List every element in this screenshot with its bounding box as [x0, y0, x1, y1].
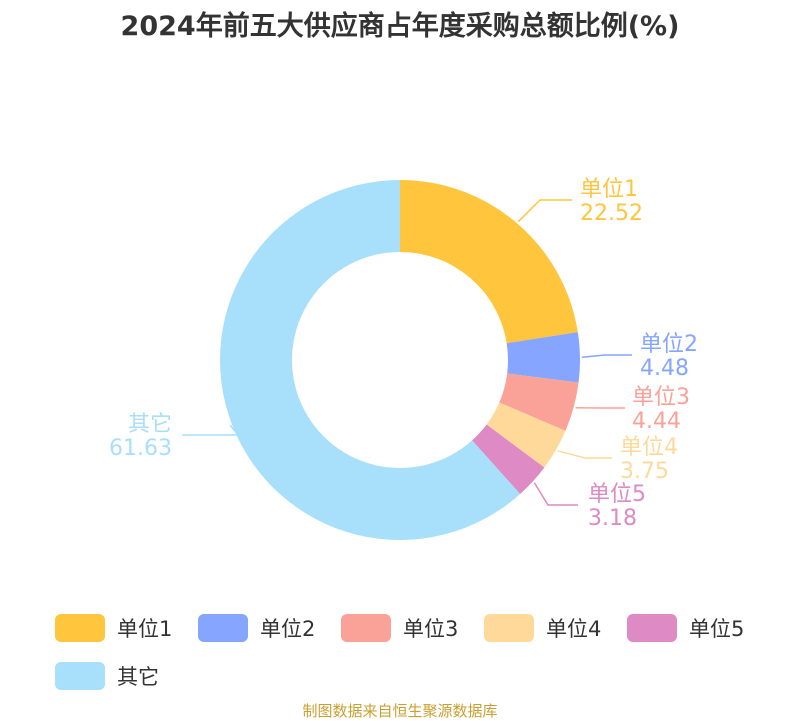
legend-label: 其它 — [117, 661, 159, 691]
source-footer: 制图数据来自恒生聚源数据库 — [0, 700, 800, 721]
slice-value-单位4: 3.75 — [620, 459, 669, 484]
legend-label: 单位5 — [689, 613, 744, 643]
slice-label-单位4: 单位4 — [620, 435, 678, 460]
slice-label-单位3: 单位3 — [632, 385, 690, 410]
slice-label-单位2: 单位2 — [640, 332, 698, 357]
legend-item-单位2[interactable]: 单位2 — [198, 610, 315, 646]
legend-label: 单位1 — [117, 613, 172, 643]
leader-line-单位1 — [518, 200, 572, 222]
legend-label: 单位3 — [403, 613, 458, 643]
slice-label-单位1: 单位1 — [580, 177, 638, 202]
legend-label: 单位4 — [546, 613, 601, 643]
legend-swatch — [55, 662, 105, 690]
slice-value-单位5: 3.18 — [588, 506, 637, 531]
slice-value-单位1: 22.52 — [580, 201, 643, 226]
legend-swatch — [55, 614, 105, 642]
legend-swatch — [627, 614, 677, 642]
legend-item-单位4[interactable]: 单位4 — [484, 610, 601, 646]
leader-line-其它 — [182, 425, 238, 435]
leader-line-单位5 — [534, 483, 578, 505]
legend-item-其它[interactable]: 其它 — [55, 658, 159, 694]
leader-line-单位2 — [582, 355, 632, 357]
slice-单位1[interactable] — [400, 180, 578, 343]
slice-value-其它: 61.63 — [109, 436, 172, 461]
legend-swatch — [484, 614, 534, 642]
legend-swatch — [341, 614, 391, 642]
legend-item-单位3[interactable]: 单位3 — [341, 610, 458, 646]
slice-value-单位3: 4.44 — [632, 409, 681, 434]
legend-swatch — [198, 614, 248, 642]
legend-label: 单位2 — [260, 613, 315, 643]
legend-item-单位1[interactable]: 单位1 — [55, 610, 172, 646]
slice-label-单位5: 单位5 — [588, 482, 646, 507]
slice-label-其它: 其它 — [128, 412, 172, 437]
leader-line-单位4 — [558, 451, 612, 458]
legend-item-单位5[interactable]: 单位5 — [627, 610, 744, 646]
slice-value-单位2: 4.48 — [640, 356, 689, 381]
